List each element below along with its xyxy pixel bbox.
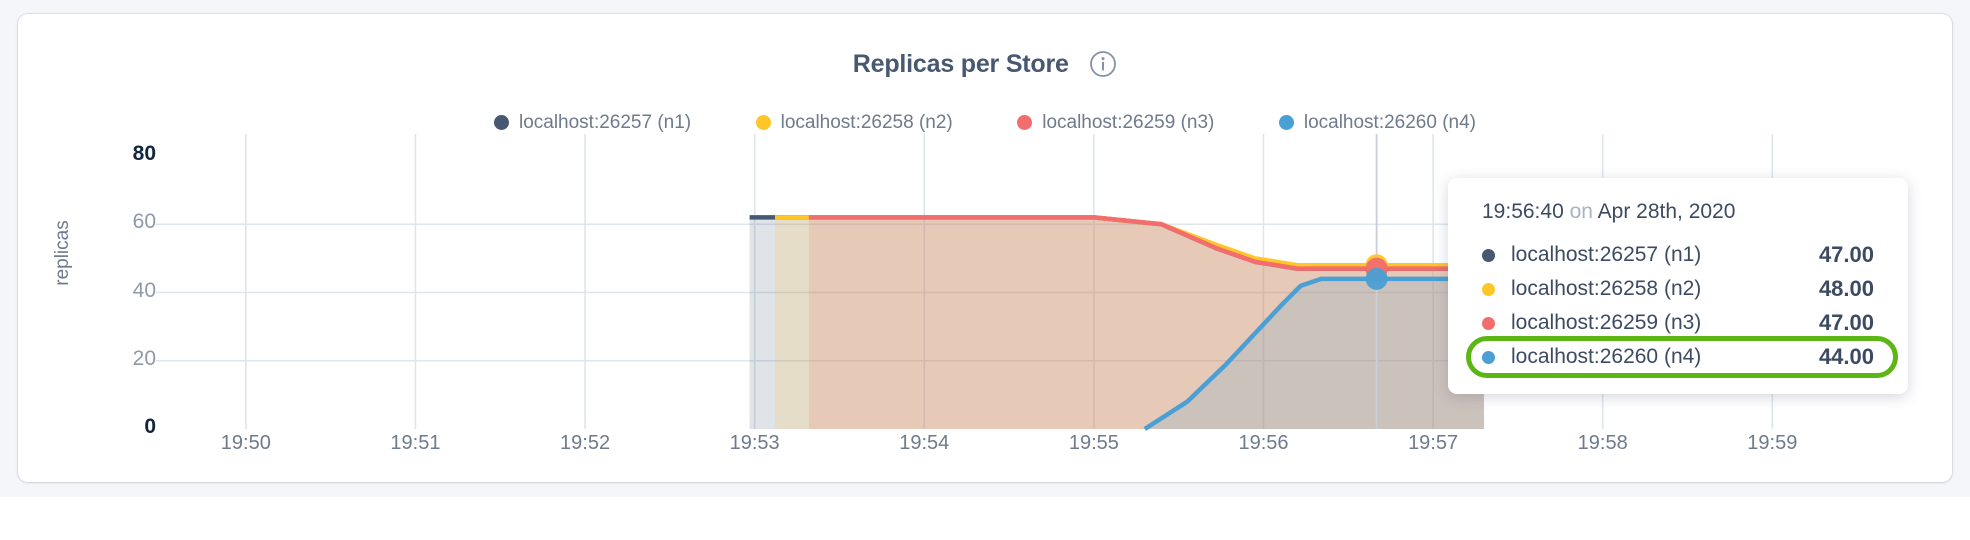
tooltip-series-label: localhost:26258 (n2)	[1511, 277, 1702, 300]
tooltip-date: Apr 28th, 2020	[1597, 200, 1736, 223]
tooltip-time: 19:56:40	[1482, 200, 1564, 223]
x-axis-tick: 19:52	[560, 432, 611, 454]
y-axis-tick: 40	[132, 278, 156, 302]
legend-item-label: localhost:26259 (n3)	[1042, 112, 1215, 133]
tooltip-series-label: localhost:26259 (n3)	[1511, 311, 1702, 334]
x-axis-tick: 19:55	[1068, 432, 1119, 454]
legend-item-n1[interactable]: localhost:26257 (n1)	[493, 112, 692, 134]
legend-item-n3[interactable]: localhost:26259 (n3)	[1017, 112, 1214, 134]
tooltip-series-value: 47.00	[1818, 242, 1874, 267]
y-axis-tick: 0	[144, 415, 156, 438]
x-axis-tick: 19:51	[390, 432, 441, 454]
tooltip-row: localhost:26260 (n4) 44.00	[1448, 336, 1908, 378]
legend-item-label: localhost:26260 (n4)	[1303, 112, 1477, 133]
legend-dot-icon	[493, 115, 509, 131]
chart-canvas	[156, 134, 1908, 431]
legend-item-n2[interactable]: localhost:26258 (n2)	[755, 112, 953, 134]
x-axis-tick: 19:59	[1747, 432, 1798, 454]
legend-item-n4[interactable]: localhost:26260 (n4)	[1278, 112, 1477, 134]
tooltip-series-label: localhost:26257 (n1)	[1511, 243, 1702, 266]
tooltip-series-value: 48.00	[1818, 276, 1874, 301]
legend-dot-icon	[755, 115, 771, 131]
series-dot-icon	[1482, 316, 1495, 330]
x-axis-tick: 19:58	[1577, 432, 1628, 454]
hover-marker	[1365, 267, 1388, 290]
legend-item-label: localhost:26258 (n2)	[780, 112, 953, 133]
x-axis-tick: 19:56	[1238, 432, 1289, 454]
series-area	[1144, 278, 1484, 429]
chart-legend: localhost:26257 (n1) localhost:26258 (n2…	[18, 112, 1952, 134]
x-axis-tick: 19:54	[899, 432, 950, 454]
y-axis-tick: 20	[132, 346, 156, 370]
page-title: Replicas per Store	[852, 50, 1069, 78]
tooltip-row: localhost:26257 (n1) 47.00	[1448, 238, 1908, 272]
series-line	[808, 215, 1484, 271]
x-axis-tick: 19:57	[1408, 432, 1459, 454]
series-line	[1143, 276, 1484, 431]
series-dot-icon	[1482, 248, 1495, 262]
chart-plot-area[interactable]: replicas 80 60 40 20 0 19:50 19:51 19:52 19:53 1…	[18, 14, 1952, 482]
tooltip-series-label: localhost:26260 (n4)	[1511, 345, 1702, 368]
legend-dot-icon	[1017, 115, 1033, 131]
tooltip-row: localhost:26259 (n3) 47.00	[1448, 306, 1908, 340]
series-dot-icon	[1482, 350, 1495, 364]
chart-tooltip: 19:56:40 on Apr 28th, 2020 localhost:262…	[1448, 178, 1908, 394]
tooltip-series-value: 47.00	[1818, 310, 1874, 335]
y-axis-tick: 60	[132, 210, 156, 234]
tooltip-row: localhost:26258 (n2) 48.00	[1448, 272, 1908, 306]
x-axis-tick: 19:50	[220, 432, 271, 454]
y-axis-title: replicas	[52, 220, 73, 286]
tooltip-timestamp: 19:56:40 on Apr 28th, 2020	[1448, 200, 1908, 238]
y-axis-tick: 80	[132, 142, 156, 165]
tooltip-series-value: 44.00	[1818, 344, 1874, 369]
tooltip-series-rows: localhost:26257 (n1) 47.00 localhost:26258…	[1448, 238, 1908, 378]
legend-item-label: localhost:26257 (n1)	[518, 112, 692, 133]
series-dot-icon	[1482, 282, 1495, 296]
tooltip-on-word: on	[1569, 200, 1593, 223]
info-circle-icon[interactable]	[1089, 50, 1117, 78]
replicas-per-store-card: Replicas per Store localhost:26257 (n1) …	[18, 14, 1952, 482]
legend-dot-icon	[1278, 115, 1294, 131]
x-axis-tick: 19:53	[729, 432, 780, 454]
chart-header: Replicas per Store	[18, 50, 1952, 79]
